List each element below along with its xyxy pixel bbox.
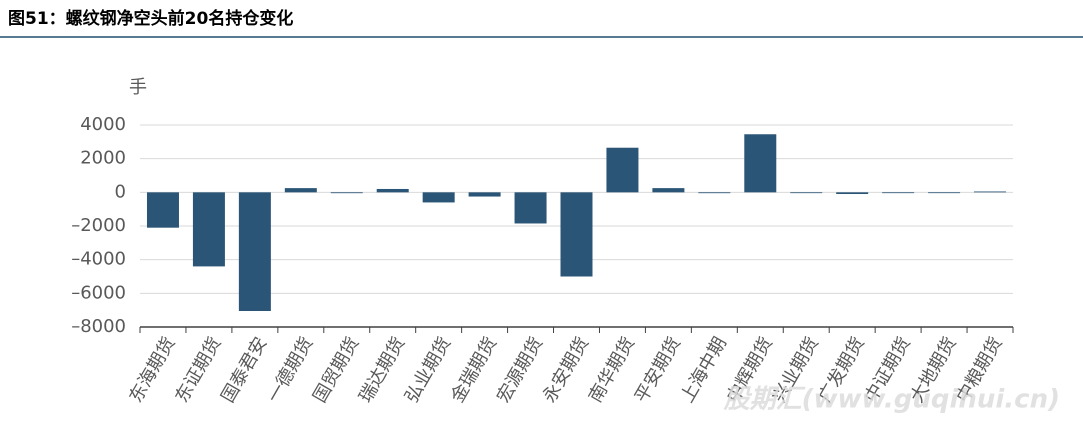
bar [422, 192, 455, 203]
bar [146, 192, 179, 228]
bar [468, 192, 501, 197]
bar [514, 192, 547, 224]
bar [330, 192, 363, 194]
y-axis-label: 手 [129, 77, 147, 98]
bar [652, 188, 685, 193]
y-tick-label: –6000 [71, 282, 126, 303]
chart-title: 图51：螺纹钢净空头前20名持仓变化 [8, 8, 293, 29]
y-tick-label: –8000 [71, 316, 126, 337]
watermark: 股期汇(www.guqihui.cn) [723, 385, 1060, 415]
y-tick-label: –4000 [71, 249, 126, 270]
bar [606, 147, 639, 193]
y-tick-label: 0 [115, 181, 126, 202]
bar [238, 192, 271, 312]
bar [744, 134, 777, 193]
bar [790, 192, 823, 194]
bar [376, 188, 409, 193]
y-tick-label: 4000 [80, 114, 126, 135]
bar [284, 188, 317, 193]
bar [698, 192, 731, 194]
bar [560, 192, 593, 277]
y-tick-label: 2000 [80, 148, 126, 169]
plot-area: –8000–6000–4000–2000020004000东海期货东证期货国泰君… [71, 114, 1014, 406]
bar [974, 191, 1007, 193]
y-tick-label: –2000 [71, 215, 126, 236]
bar [928, 192, 961, 194]
bar [882, 192, 915, 194]
bar [192, 192, 225, 267]
bar [836, 192, 869, 195]
